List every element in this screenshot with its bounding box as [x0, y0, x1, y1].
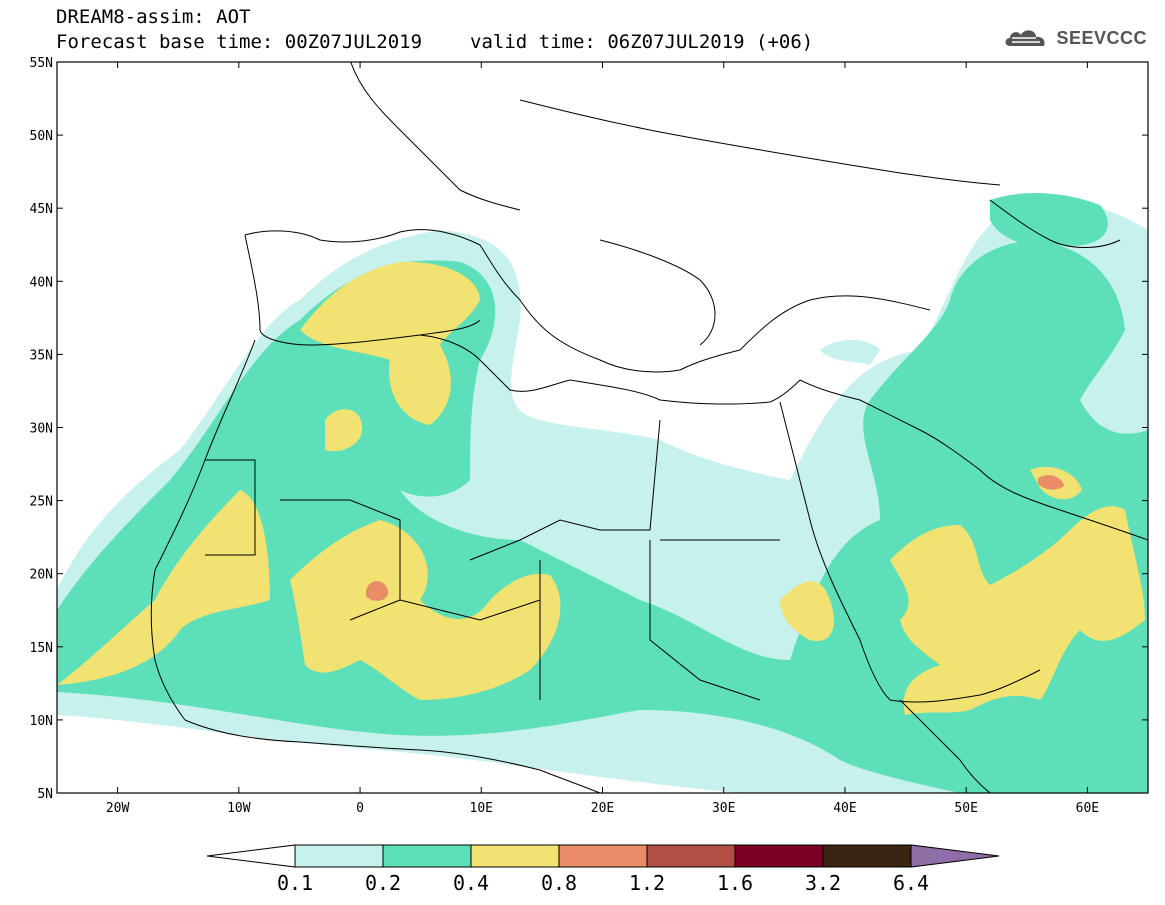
lat-label: 55N	[30, 56, 53, 71]
legend-threshold-label: 0.4	[453, 871, 489, 895]
lat-label: 20N	[30, 568, 53, 583]
longitude-labels: 20W 10W 0 10E 20E 30E 40E 50E 60E	[106, 801, 1099, 816]
map-ticks	[57, 61, 1148, 794]
lon-label: 20W	[106, 801, 130, 816]
legend-threshold-label: 6.4	[893, 871, 929, 895]
lon-label: 10E	[470, 801, 493, 816]
legend-threshold-label: 0.2	[365, 871, 401, 895]
logo-text: SEEVCCC	[1056, 27, 1147, 48]
aot-band-0.8	[366, 475, 1064, 601]
color-legend: 0.1 0.2 0.4 0.8 1.2 1.6 3.2 6.4	[206, 844, 1000, 895]
legend-swatch	[294, 844, 384, 868]
lon-label: 40E	[833, 801, 856, 816]
lon-label: 20E	[591, 801, 614, 816]
legend-swatch	[470, 844, 560, 868]
latitude-labels: 55N 50N 45N 40N 35N 30N 25N 20N 15N 10N 5N	[30, 56, 53, 802]
coastlines	[150, 62, 1148, 793]
aot-field	[57, 62, 1148, 793]
legend-swatch	[558, 844, 648, 868]
lat-label: 30N	[30, 422, 53, 437]
lat-label: 50N	[30, 129, 53, 144]
map-title: DREAM8-assim: AOT	[56, 6, 251, 28]
lat-label: 25N	[30, 495, 53, 510]
valid-time: valid time: 06Z07JUL2019 (+06)	[470, 31, 814, 53]
legend-threshold-label: 0.1	[277, 871, 313, 895]
lon-label: 60E	[1076, 801, 1099, 816]
lat-label: 15N	[30, 641, 53, 656]
legend-above-arrow	[910, 844, 1000, 868]
lat-label: 35N	[30, 348, 53, 363]
legend-threshold-label: 0.8	[541, 871, 577, 895]
lat-label: 10N	[30, 714, 53, 729]
lat-label: 5N	[37, 787, 53, 802]
forecast-base-time: Forecast base time: 00Z07JUL2019	[56, 31, 423, 53]
legend-swatch	[646, 844, 736, 868]
legend-swatch	[382, 844, 472, 868]
lon-label: 10W	[227, 801, 251, 816]
legend-swatch	[822, 844, 912, 868]
time-line: Forecast base time: 00Z07JUL2019 valid ti…	[56, 31, 813, 53]
lon-label: 50E	[954, 801, 977, 816]
lon-label: 0	[356, 801, 364, 816]
seevccc-logo: SEEVCCC	[1002, 26, 1147, 50]
lat-label: 45N	[30, 202, 53, 217]
legend-threshold-label: 1.6	[717, 871, 753, 895]
legend-swatch	[734, 844, 824, 868]
lat-label: 40N	[30, 275, 53, 290]
cloud-logo-icon	[1005, 30, 1045, 46]
aot-band-0.4	[57, 261, 1145, 715]
lon-label: 30E	[712, 801, 735, 816]
legend-threshold-label: 1.2	[629, 871, 665, 895]
legend-below-arrow	[206, 844, 296, 868]
legend-threshold-label: 3.2	[805, 871, 841, 895]
